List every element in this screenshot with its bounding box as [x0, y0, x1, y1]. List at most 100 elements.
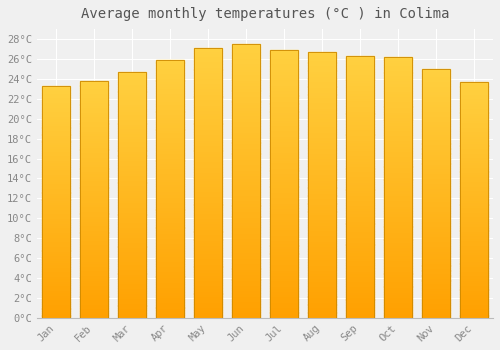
Bar: [156, 60, 184, 63]
Bar: [232, 134, 260, 137]
Bar: [156, 199, 184, 202]
Bar: [346, 281, 374, 284]
Bar: [422, 106, 450, 109]
Bar: [156, 78, 184, 80]
Bar: [270, 187, 297, 189]
Bar: [80, 315, 108, 318]
Bar: [422, 79, 450, 81]
Bar: [156, 186, 184, 189]
Bar: [80, 133, 108, 135]
Bar: [118, 148, 146, 150]
Bar: [194, 172, 222, 175]
Bar: [42, 246, 70, 248]
Bar: [422, 275, 450, 278]
Bar: [384, 93, 411, 96]
Bar: [422, 121, 450, 124]
Bar: [346, 127, 374, 129]
Bar: [118, 306, 146, 308]
Bar: [460, 167, 487, 169]
Bar: [308, 241, 336, 243]
Bar: [232, 266, 260, 268]
Bar: [118, 133, 146, 136]
Bar: [308, 251, 336, 254]
Bar: [194, 280, 222, 283]
Bar: [422, 251, 450, 253]
Bar: [118, 72, 146, 74]
Bar: [346, 210, 374, 213]
Bar: [384, 161, 411, 164]
Bar: [270, 275, 297, 278]
Bar: [346, 221, 374, 224]
Bar: [118, 136, 146, 138]
Bar: [270, 315, 297, 318]
Bar: [346, 95, 374, 98]
Bar: [42, 251, 70, 253]
Bar: [156, 289, 184, 292]
Bar: [270, 270, 297, 272]
Bar: [80, 183, 108, 185]
Bar: [194, 272, 222, 275]
Bar: [118, 74, 146, 77]
Bar: [156, 132, 184, 135]
Bar: [270, 146, 297, 149]
Bar: [308, 219, 336, 222]
Bar: [80, 282, 108, 285]
Bar: [232, 203, 260, 205]
Bar: [460, 82, 487, 84]
Bar: [422, 238, 450, 241]
Bar: [156, 130, 184, 132]
Bar: [460, 143, 487, 146]
Bar: [422, 76, 450, 79]
Bar: [422, 226, 450, 228]
Bar: [42, 313, 70, 316]
Bar: [460, 216, 487, 219]
Bar: [42, 304, 70, 306]
Bar: [384, 205, 411, 208]
Bar: [42, 311, 70, 313]
Bar: [346, 189, 374, 192]
Bar: [156, 181, 184, 184]
Bar: [156, 145, 184, 148]
Bar: [232, 55, 260, 58]
Bar: [346, 79, 374, 82]
Bar: [80, 152, 108, 154]
Bar: [156, 302, 184, 305]
Bar: [80, 149, 108, 152]
Bar: [232, 88, 260, 91]
Bar: [232, 246, 260, 250]
Bar: [232, 121, 260, 124]
Bar: [118, 224, 146, 227]
Bar: [460, 155, 487, 158]
Bar: [384, 112, 411, 114]
Bar: [156, 271, 184, 274]
Bar: [422, 168, 450, 171]
Bar: [308, 265, 336, 267]
Bar: [346, 297, 374, 300]
Bar: [80, 313, 108, 315]
Bar: [80, 90, 108, 93]
Bar: [118, 175, 146, 178]
Bar: [42, 116, 70, 118]
Bar: [422, 218, 450, 221]
Bar: [270, 130, 297, 133]
Bar: [270, 98, 297, 101]
Bar: [308, 233, 336, 236]
Bar: [346, 119, 374, 121]
Bar: [346, 82, 374, 85]
Bar: [156, 276, 184, 279]
Bar: [42, 195, 70, 197]
Bar: [384, 229, 411, 232]
Bar: [118, 286, 146, 288]
Bar: [346, 250, 374, 252]
Bar: [232, 271, 260, 274]
Bar: [384, 75, 411, 78]
Bar: [384, 182, 411, 185]
Bar: [194, 105, 222, 107]
Bar: [384, 286, 411, 289]
Bar: [384, 57, 411, 60]
Bar: [42, 199, 70, 202]
Bar: [308, 118, 336, 121]
Bar: [156, 91, 184, 93]
Bar: [422, 258, 450, 261]
Bar: [232, 110, 260, 112]
